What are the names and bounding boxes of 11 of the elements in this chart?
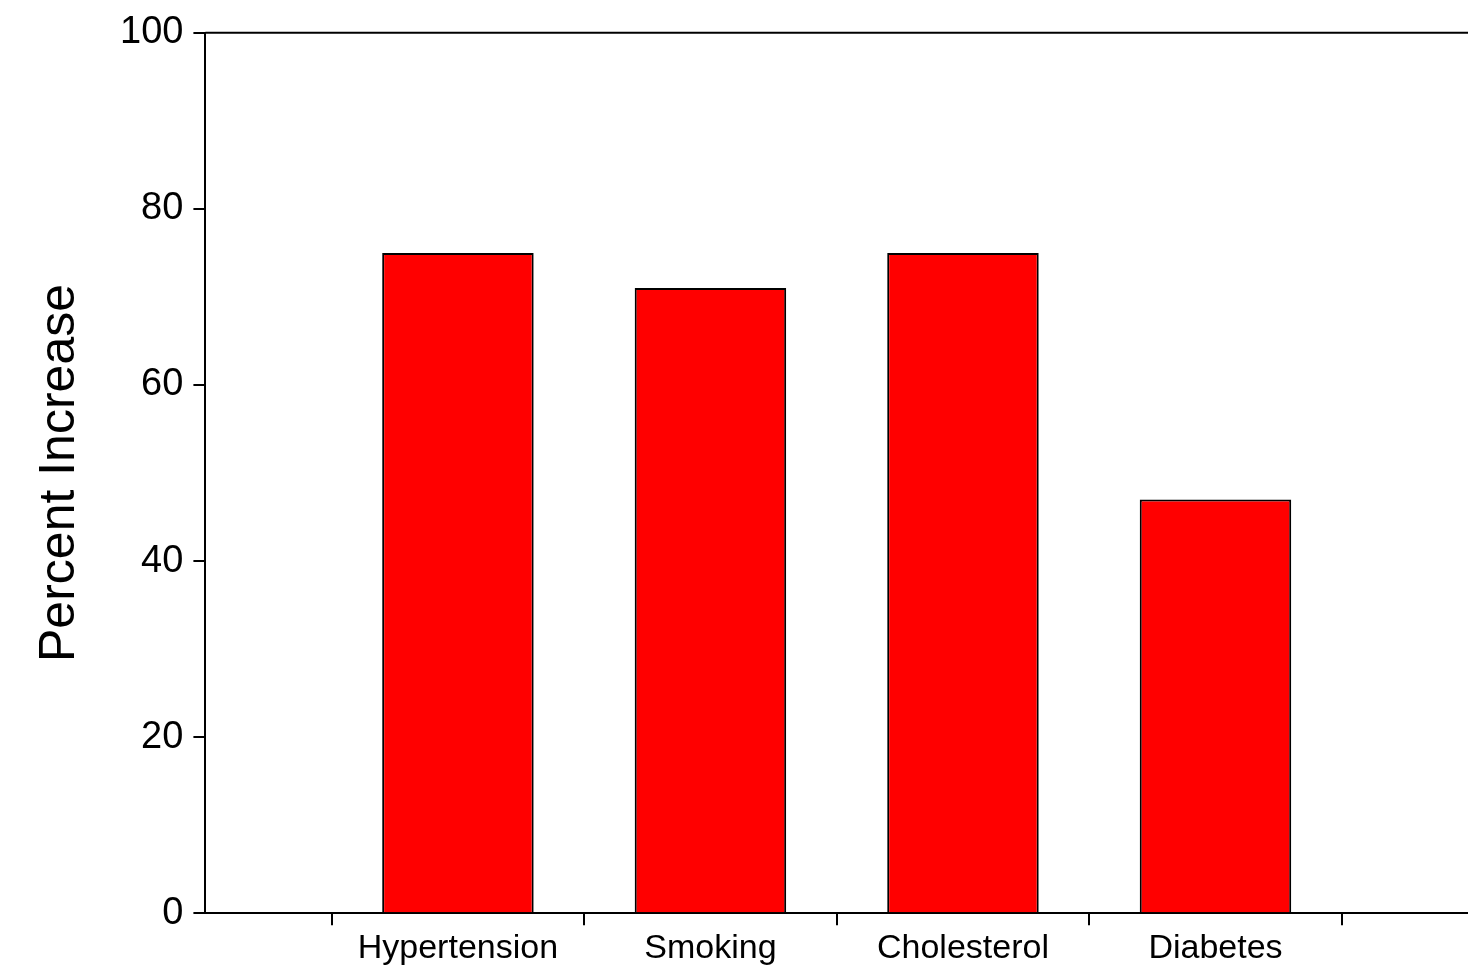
y-tick-label: 80 — [141, 185, 184, 228]
y-tick-label: 100 — [120, 9, 184, 52]
x-tick-label: Smoking — [644, 926, 777, 965]
y-tick-label: 0 — [162, 889, 184, 932]
y-tick-label: 60 — [141, 361, 184, 404]
x-tick-label: Cholesterol — [876, 926, 1049, 965]
x-tick-label: Hypertension — [357, 926, 559, 965]
y-axis-title: Percent Increase — [28, 284, 85, 662]
y-tick-label: 20 — [141, 713, 184, 756]
y-tick-label: 40 — [141, 537, 184, 580]
x-tick-label: Diabetes — [1148, 926, 1283, 965]
